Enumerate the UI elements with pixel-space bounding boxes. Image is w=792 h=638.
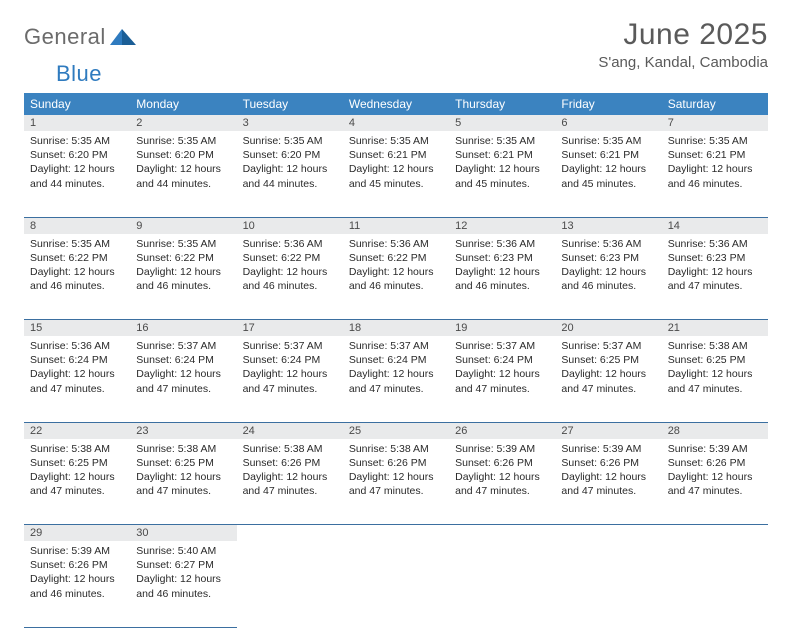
empty-cell [343,541,449,627]
title-block: June 2025 S'ang, Kandal, Cambodia [598,18,768,71]
empty-cell [555,525,661,542]
day-number: 14 [662,218,768,234]
day-cell: Sunrise: 5:37 AMSunset: 6:25 PMDaylight:… [555,336,661,402]
empty-cell [662,541,768,627]
day-cell: Sunrise: 5:35 AMSunset: 6:22 PMDaylight:… [130,234,236,300]
day-cell: Sunrise: 5:35 AMSunset: 6:20 PMDaylight:… [237,131,343,197]
day-number: 12 [449,218,555,234]
empty-cell [237,541,343,627]
logo-word1: General [24,24,106,50]
day-number: 30 [130,525,236,541]
day-cell: Sunrise: 5:39 AMSunset: 6:26 PMDaylight:… [662,439,768,505]
day-cell: Sunrise: 5:36 AMSunset: 6:24 PMDaylight:… [24,336,130,402]
empty-cell [662,525,768,542]
day-number: 15 [24,320,130,336]
empty-cell [555,541,661,627]
day-number: 1 [24,115,130,131]
day-cell: Sunrise: 5:35 AMSunset: 6:20 PMDaylight:… [130,131,236,197]
day-number: 20 [555,320,661,336]
day-number-row: 2930 [24,525,768,542]
day-cell: Sunrise: 5:37 AMSunset: 6:24 PMDaylight:… [130,336,236,402]
day-content-row: Sunrise: 5:39 AMSunset: 6:26 PMDaylight:… [24,541,768,627]
day-number: 17 [237,320,343,336]
day-number-row: 1234567 [24,115,768,131]
day-number: 4 [343,115,449,131]
day-cell: Sunrise: 5:38 AMSunset: 6:25 PMDaylight:… [662,336,768,402]
day-number: 22 [24,423,130,439]
day-number: 24 [237,423,343,439]
day-number: 3 [237,115,343,131]
day-content-row: Sunrise: 5:38 AMSunset: 6:25 PMDaylight:… [24,439,768,525]
day-cell: Sunrise: 5:36 AMSunset: 6:23 PMDaylight:… [555,234,661,300]
empty-cell [449,541,555,627]
logo-word2: Blue [56,61,102,87]
day-number-row: 891011121314 [24,217,768,234]
day-cell: Sunrise: 5:39 AMSunset: 6:26 PMDaylight:… [555,439,661,505]
day-cell: Sunrise: 5:36 AMSunset: 6:23 PMDaylight:… [449,234,555,300]
day-number: 10 [237,218,343,234]
weekday-header: Monday [130,93,236,115]
logo: General [24,18,140,50]
day-number: 23 [130,423,236,439]
day-cell: Sunrise: 5:38 AMSunset: 6:26 PMDaylight:… [237,439,343,505]
day-number-row: 22232425262728 [24,422,768,439]
month-title: June 2025 [598,18,768,52]
day-cell: Sunrise: 5:38 AMSunset: 6:25 PMDaylight:… [24,439,130,505]
day-cell: Sunrise: 5:35 AMSunset: 6:21 PMDaylight:… [343,131,449,197]
day-number: 25 [343,423,449,439]
day-number: 28 [662,423,768,439]
weekday-header: Thursday [449,93,555,115]
calendar-body: 1234567Sunrise: 5:35 AMSunset: 6:20 PMDa… [24,115,768,627]
day-number: 6 [555,115,661,131]
day-number: 2 [130,115,236,131]
day-content-row: Sunrise: 5:36 AMSunset: 6:24 PMDaylight:… [24,336,768,422]
day-number: 26 [449,423,555,439]
location: S'ang, Kandal, Cambodia [598,54,768,71]
calendar-table: Sunday Monday Tuesday Wednesday Thursday… [24,93,768,628]
day-cell: Sunrise: 5:40 AMSunset: 6:27 PMDaylight:… [130,541,236,607]
day-number: 29 [24,525,130,541]
day-cell: Sunrise: 5:38 AMSunset: 6:25 PMDaylight:… [130,439,236,505]
day-number: 16 [130,320,236,336]
day-content-row: Sunrise: 5:35 AMSunset: 6:22 PMDaylight:… [24,234,768,320]
day-cell: Sunrise: 5:36 AMSunset: 6:22 PMDaylight:… [237,234,343,300]
day-cell: Sunrise: 5:35 AMSunset: 6:22 PMDaylight:… [24,234,130,300]
day-cell: Sunrise: 5:35 AMSunset: 6:21 PMDaylight:… [449,131,555,197]
day-number: 27 [555,423,661,439]
weekday-header: Saturday [662,93,768,115]
day-cell: Sunrise: 5:35 AMSunset: 6:20 PMDaylight:… [24,131,130,197]
day-content-row: Sunrise: 5:35 AMSunset: 6:20 PMDaylight:… [24,131,768,217]
day-cell: Sunrise: 5:39 AMSunset: 6:26 PMDaylight:… [449,439,555,505]
day-number: 11 [343,218,449,234]
day-number: 7 [662,115,768,131]
empty-cell [237,525,343,542]
day-cell: Sunrise: 5:36 AMSunset: 6:22 PMDaylight:… [343,234,449,300]
day-cell: Sunrise: 5:39 AMSunset: 6:26 PMDaylight:… [24,541,130,607]
empty-cell [449,525,555,542]
day-cell: Sunrise: 5:37 AMSunset: 6:24 PMDaylight:… [237,336,343,402]
day-cell: Sunrise: 5:37 AMSunset: 6:24 PMDaylight:… [343,336,449,402]
weekday-header: Wednesday [343,93,449,115]
weekday-header: Friday [555,93,661,115]
weekday-header: Tuesday [237,93,343,115]
day-number: 9 [130,218,236,234]
weekday-header-row: Sunday Monday Tuesday Wednesday Thursday… [24,93,768,115]
day-cell: Sunrise: 5:35 AMSunset: 6:21 PMDaylight:… [662,131,768,197]
empty-cell [343,525,449,542]
day-cell: Sunrise: 5:36 AMSunset: 6:23 PMDaylight:… [662,234,768,300]
calendar-page: General June 2025 S'ang, Kandal, Cambodi… [0,0,792,638]
logo-triangle-icon [110,27,136,47]
day-number: 18 [343,320,449,336]
day-number: 13 [555,218,661,234]
day-number: 8 [24,218,130,234]
weekday-header: Sunday [24,93,130,115]
day-number-row: 15161718192021 [24,320,768,337]
day-number: 19 [449,320,555,336]
day-cell: Sunrise: 5:35 AMSunset: 6:21 PMDaylight:… [555,131,661,197]
day-number: 5 [449,115,555,131]
day-cell: Sunrise: 5:38 AMSunset: 6:26 PMDaylight:… [343,439,449,505]
day-number: 21 [662,320,768,336]
day-cell: Sunrise: 5:37 AMSunset: 6:24 PMDaylight:… [449,336,555,402]
